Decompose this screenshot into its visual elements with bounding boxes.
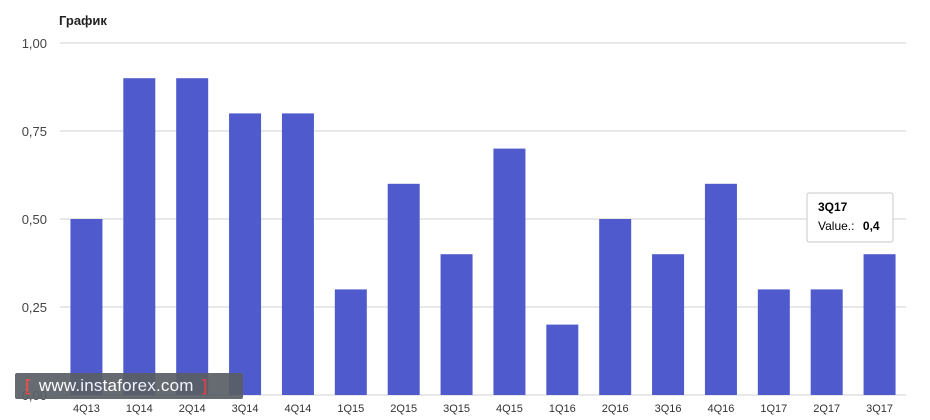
bar-4Q13[interactable]	[70, 219, 103, 395]
x-tick-label: 3Q16	[655, 403, 682, 415]
watermark-bracket-open: [	[25, 376, 31, 395]
bar-2Q14[interactable]	[176, 78, 209, 395]
bar-1Q15[interactable]	[334, 289, 367, 395]
x-tick-label: 3Q15	[443, 403, 470, 415]
x-tick-label: 4Q15	[496, 403, 523, 415]
x-tick-label: 1Q14	[126, 403, 153, 415]
x-tick-label: 4Q14	[284, 403, 311, 415]
bar-4Q14[interactable]	[281, 113, 314, 396]
bar-1Q17[interactable]	[757, 289, 790, 395]
bar-4Q16[interactable]	[704, 183, 737, 395]
bar-2Q16[interactable]	[599, 219, 632, 395]
watermark-logo: [ www.instaforex.com ]	[15, 373, 243, 399]
tooltip-box	[806, 192, 894, 243]
x-tick-label: 4Q16	[707, 403, 734, 415]
y-tick-label: 0,75	[22, 124, 47, 139]
tooltip-value-line: Value.: 0,4	[818, 217, 880, 234]
x-tick-label: 2Q15	[390, 403, 417, 415]
x-tick-label: 1Q17	[760, 403, 787, 415]
x-tick-label: 1Q16	[549, 403, 576, 415]
bar-3Q16[interactable]	[652, 254, 685, 395]
x-tick-label: 3Q14	[232, 403, 259, 415]
bar-3Q15[interactable]	[440, 254, 473, 395]
tooltip-category: 3Q17	[818, 200, 848, 214]
y-tick-label: 0,25	[22, 300, 47, 315]
x-tick-label: 4Q13	[73, 403, 100, 415]
x-tick-label: 3Q17	[866, 403, 893, 415]
y-axis: 0,000,250,500,751,00	[22, 36, 47, 403]
x-tick-label: 2Q16	[602, 403, 629, 415]
bar-2Q17[interactable]	[810, 289, 843, 395]
x-tick-label: 2Q17	[813, 403, 840, 415]
y-tick-label: 1,00	[22, 36, 47, 51]
bar-1Q16[interactable]	[546, 324, 579, 395]
bar-2Q15[interactable]	[387, 183, 420, 395]
x-axis: 4Q13 1Q14 2Q14 3Q14 4Q14 1Q15 2Q15 3Q15 4Q15 1Q16…	[73, 403, 893, 415]
y-tick-label: 0,50	[22, 212, 47, 227]
bar-4Q15[interactable]	[493, 148, 526, 395]
watermark-bracket-close: ]	[201, 376, 208, 395]
x-tick-label: 1Q15	[337, 403, 364, 415]
bar-1Q14[interactable]	[123, 78, 156, 395]
watermark-text: www.instaforex.com	[38, 376, 194, 395]
bar-3Q17[interactable]	[863, 254, 896, 395]
chart-title: График	[59, 13, 107, 28]
bars	[70, 78, 896, 396]
tooltip: 3Q17 Value.: 0,4	[806, 192, 894, 243]
tooltip-label: Value.:	[818, 219, 854, 233]
bar-3Q14[interactable]	[229, 113, 262, 396]
tooltip-value: 0,4	[863, 219, 880, 233]
x-tick-label: 2Q14	[179, 403, 206, 415]
